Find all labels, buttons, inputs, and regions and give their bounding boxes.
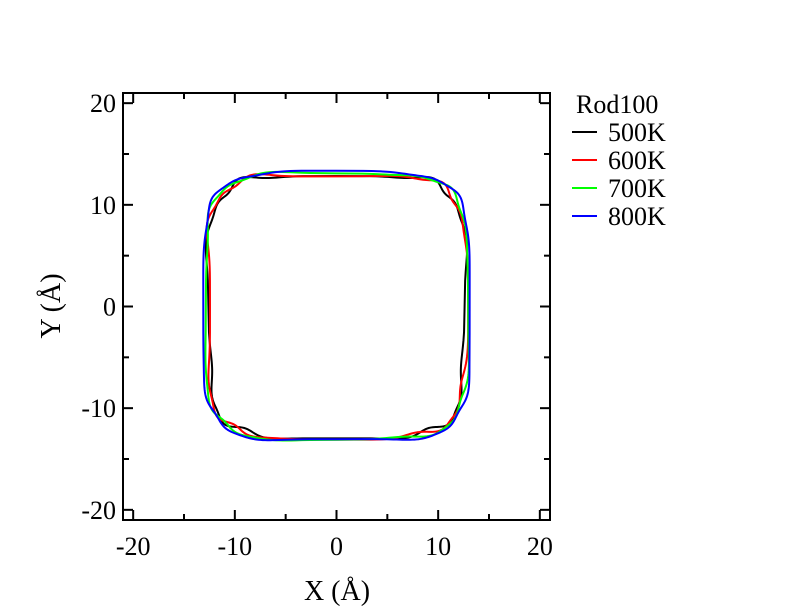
x-tick-label: 20 [527, 532, 553, 561]
x-axis-title: X (Å) [304, 576, 370, 607]
x-tick-label: 0 [330, 532, 343, 561]
y-tick-label: -20 [81, 496, 116, 525]
legend-label: 600K [608, 146, 666, 175]
y-tick-label: 10 [90, 191, 116, 220]
series-line-600K [205, 173, 470, 441]
x-tick-label: 10 [425, 532, 451, 561]
series-layer [202, 169, 471, 442]
plot-frame [122, 92, 551, 521]
y-tick-label: 0 [103, 293, 116, 322]
y-axis-title: Y (Å) [36, 273, 67, 338]
x-tick-label: -20 [116, 532, 151, 561]
series-line-800K [202, 169, 471, 442]
x-tick-label: -10 [217, 532, 252, 561]
y-tick-label: -10 [81, 394, 116, 423]
y-axis-ticks: -20 -10 0 10 20 [81, 89, 550, 525]
legend-label: 700K [608, 174, 666, 203]
series-line-500K [204, 175, 469, 440]
legend-label: 800K [608, 202, 666, 231]
x-axis-ticks: -20 -10 0 10 20 [116, 93, 553, 561]
y-tick-label: 20 [90, 89, 116, 118]
legend-label: 500K [608, 118, 666, 147]
legend-title: Rod100 [576, 90, 658, 119]
series-line-700K [204, 170, 470, 442]
